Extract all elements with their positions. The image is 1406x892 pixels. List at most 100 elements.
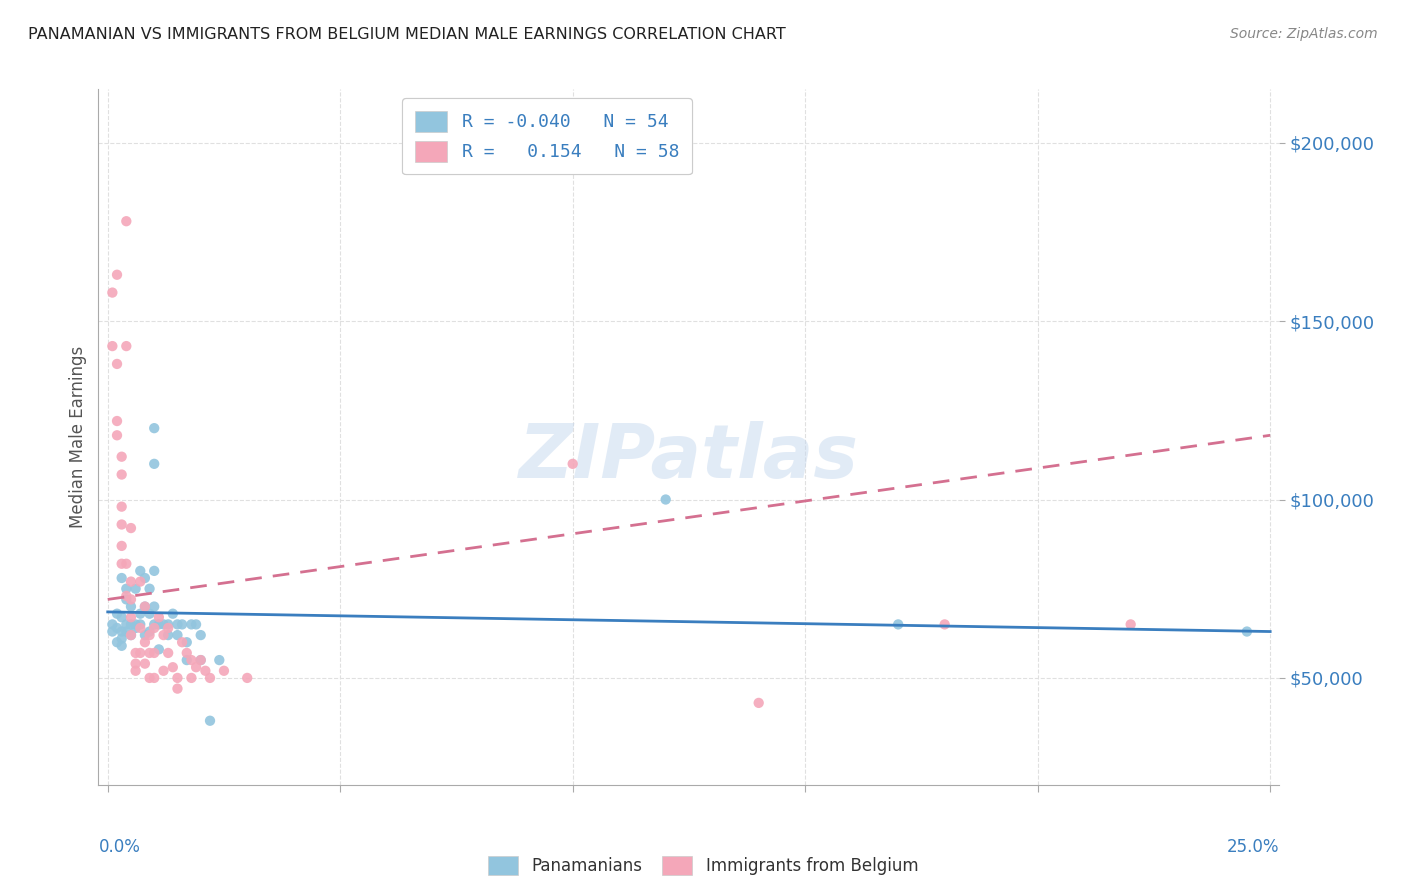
- Point: [120, 574, 142, 589]
- Point: [111, 467, 134, 482]
- Point: [138, 607, 160, 621]
- Point: [172, 635, 194, 649]
- Point: [180, 653, 202, 667]
- Point: [138, 628, 160, 642]
- Point: [148, 617, 170, 632]
- Point: [748, 696, 770, 710]
- Point: [148, 610, 170, 624]
- Point: [134, 657, 156, 671]
- Point: [111, 517, 134, 532]
- Point: [115, 617, 138, 632]
- Point: [180, 617, 202, 632]
- Point: [172, 617, 194, 632]
- Point: [162, 660, 184, 674]
- Point: [148, 642, 170, 657]
- Point: [115, 624, 138, 639]
- Point: [143, 646, 166, 660]
- Y-axis label: Median Male Earnings: Median Male Earnings: [69, 346, 87, 528]
- Point: [138, 671, 160, 685]
- Point: [105, 428, 128, 442]
- Point: [111, 500, 134, 514]
- Point: [120, 610, 142, 624]
- Point: [129, 574, 152, 589]
- Point: [111, 450, 134, 464]
- Point: [111, 557, 134, 571]
- Point: [654, 492, 676, 507]
- Point: [134, 599, 156, 614]
- Point: [105, 414, 128, 428]
- Point: [105, 357, 128, 371]
- Point: [120, 521, 142, 535]
- Point: [198, 671, 221, 685]
- Point: [162, 607, 184, 621]
- Point: [101, 339, 124, 353]
- Point: [115, 582, 138, 596]
- Point: [124, 617, 146, 632]
- Point: [124, 621, 146, 635]
- Point: [143, 621, 166, 635]
- Point: [124, 646, 146, 660]
- Point: [129, 607, 152, 621]
- Point: [115, 592, 138, 607]
- Point: [143, 599, 166, 614]
- Point: [190, 628, 212, 642]
- Point: [111, 610, 134, 624]
- Point: [166, 617, 188, 632]
- Point: [120, 599, 142, 614]
- Point: [120, 617, 142, 632]
- Point: [184, 660, 207, 674]
- Point: [115, 589, 138, 603]
- Point: [115, 339, 138, 353]
- Point: [120, 592, 142, 607]
- Point: [934, 617, 956, 632]
- Point: [111, 632, 134, 646]
- Point: [143, 421, 166, 435]
- Point: [120, 628, 142, 642]
- Point: [184, 617, 207, 632]
- Legend: R = -0.040   N = 54, R =   0.154   N = 58: R = -0.040 N = 54, R = 0.154 N = 58: [402, 98, 692, 174]
- Point: [105, 621, 128, 635]
- Point: [111, 639, 134, 653]
- Point: [236, 671, 259, 685]
- Point: [176, 653, 198, 667]
- Point: [124, 582, 146, 596]
- Point: [157, 646, 180, 660]
- Text: PANAMANIAN VS IMMIGRANTS FROM BELGIUM MEDIAN MALE EARNINGS CORRELATION CHART: PANAMANIAN VS IMMIGRANTS FROM BELGIUM ME…: [28, 27, 786, 42]
- Point: [180, 671, 202, 685]
- Point: [190, 653, 212, 667]
- Point: [129, 621, 152, 635]
- Point: [176, 635, 198, 649]
- Point: [111, 539, 134, 553]
- Point: [887, 617, 910, 632]
- Point: [124, 657, 146, 671]
- Point: [176, 646, 198, 660]
- Point: [105, 607, 128, 621]
- Point: [166, 671, 188, 685]
- Point: [212, 664, 235, 678]
- Legend: Panamanians, Immigrants from Belgium: Panamanians, Immigrants from Belgium: [479, 847, 927, 884]
- Text: ZIPatlas: ZIPatlas: [519, 421, 859, 494]
- Point: [166, 628, 188, 642]
- Point: [129, 564, 152, 578]
- Point: [143, 617, 166, 632]
- Point: [143, 564, 166, 578]
- Point: [143, 671, 166, 685]
- Point: [134, 599, 156, 614]
- Point: [129, 646, 152, 660]
- Point: [143, 457, 166, 471]
- Point: [198, 714, 221, 728]
- Point: [166, 681, 188, 696]
- Point: [115, 557, 138, 571]
- Point: [111, 624, 134, 639]
- Text: Source: ZipAtlas.com: Source: ZipAtlas.com: [1230, 27, 1378, 41]
- Point: [124, 664, 146, 678]
- Point: [101, 617, 124, 632]
- Point: [194, 664, 217, 678]
- Point: [105, 268, 128, 282]
- Point: [138, 582, 160, 596]
- Point: [101, 624, 124, 639]
- Point: [208, 653, 231, 667]
- Text: 0.0%: 0.0%: [98, 838, 141, 856]
- Point: [134, 635, 156, 649]
- Point: [105, 635, 128, 649]
